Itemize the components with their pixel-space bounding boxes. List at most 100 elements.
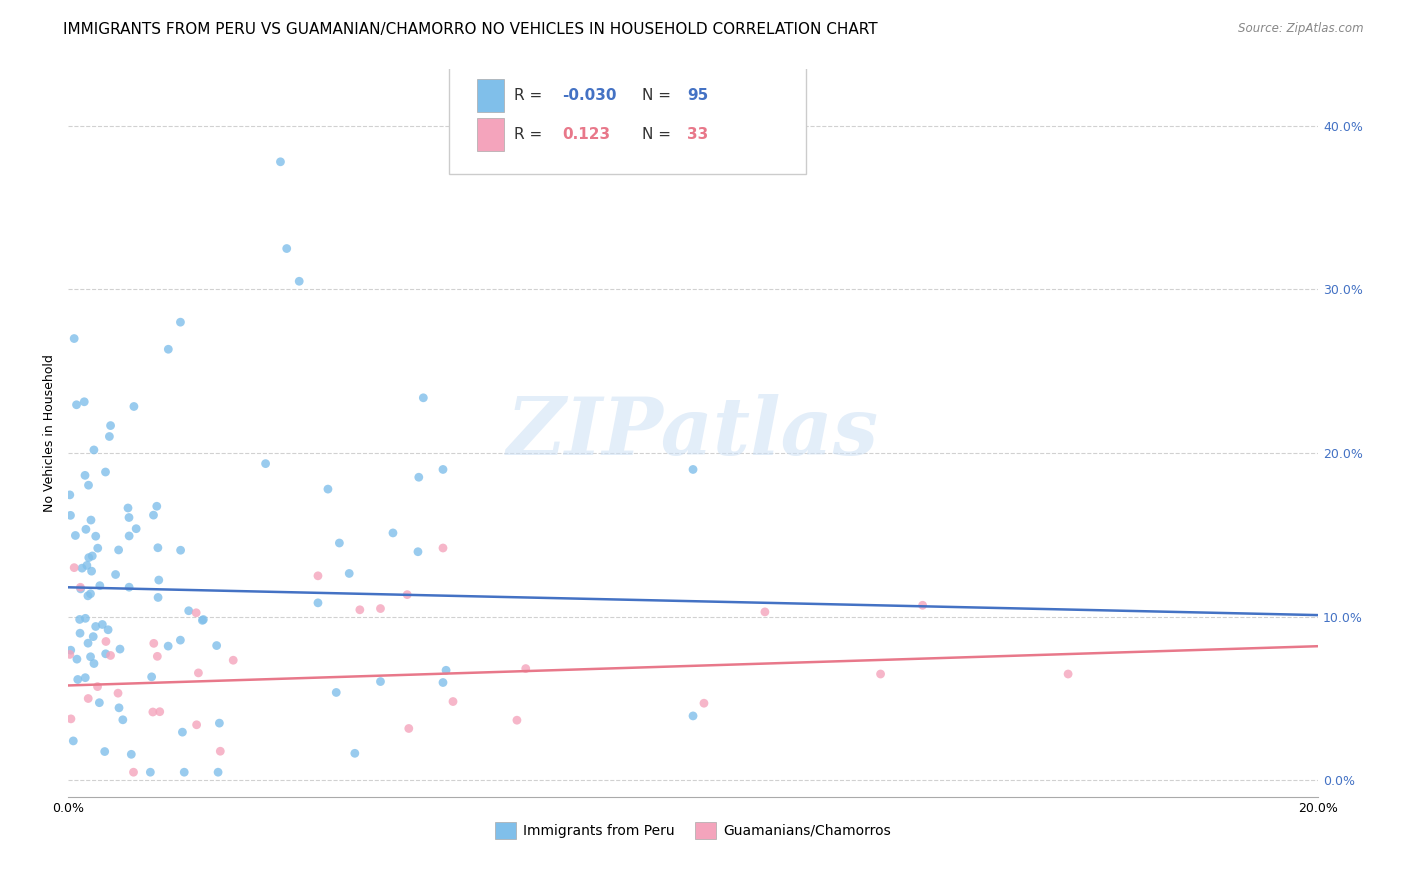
Point <box>89 696 111 710</box>
Point <box>157 343 180 357</box>
Point <box>75 522 97 536</box>
Point <box>328 536 350 550</box>
Point <box>343 747 366 761</box>
Point <box>515 662 537 676</box>
Point <box>65 398 87 412</box>
Point <box>169 315 191 329</box>
Point <box>325 685 347 699</box>
Point <box>122 765 145 780</box>
Point <box>59 643 82 657</box>
Point <box>186 606 208 620</box>
Text: 95: 95 <box>686 88 709 103</box>
Point <box>63 560 86 574</box>
Point <box>169 633 191 648</box>
Point <box>207 765 229 780</box>
Point <box>205 639 228 653</box>
Point <box>66 652 89 666</box>
Legend: Immigrants from Peru, Guamanians/Chamorros: Immigrants from Peru, Guamanians/Chamorr… <box>489 816 897 845</box>
Point <box>59 508 82 523</box>
Point <box>412 391 434 405</box>
Point <box>107 686 129 700</box>
Point <box>84 619 107 633</box>
Point <box>269 154 291 169</box>
Text: N =: N = <box>641 88 676 103</box>
Point <box>506 713 529 727</box>
Point <box>80 513 103 527</box>
Point <box>146 500 169 514</box>
Text: ZIPatlas: ZIPatlas <box>508 394 879 471</box>
Point <box>142 636 165 650</box>
Text: IMMIGRANTS FROM PERU VS GUAMANIAN/CHAMORRO NO VEHICLES IN HOUSEHOLD CORRELATION : IMMIGRANTS FROM PERU VS GUAMANIAN/CHAMOR… <box>63 22 877 37</box>
Point <box>83 442 105 457</box>
Point <box>93 745 115 759</box>
Point <box>70 561 93 575</box>
Point <box>434 663 457 677</box>
Point <box>62 734 84 748</box>
Point <box>288 274 311 288</box>
Point <box>79 649 101 664</box>
Point <box>107 543 129 558</box>
Point <box>191 613 214 627</box>
Point <box>117 500 139 515</box>
Point <box>173 765 195 780</box>
Point <box>77 691 100 706</box>
FancyBboxPatch shape <box>477 118 505 151</box>
Point <box>432 675 454 690</box>
Point <box>108 642 131 657</box>
Point <box>77 478 100 492</box>
Point <box>432 462 454 476</box>
Point <box>276 242 298 256</box>
Point <box>69 626 91 640</box>
Point <box>169 543 191 558</box>
Point <box>86 680 108 694</box>
Point <box>307 596 329 610</box>
Point <box>118 529 141 543</box>
Point <box>66 673 89 687</box>
Point <box>111 713 134 727</box>
Point <box>139 765 162 780</box>
Point <box>187 665 209 680</box>
Point <box>69 580 91 594</box>
Point <box>98 429 121 443</box>
Point <box>693 696 716 710</box>
Text: N =: N = <box>641 127 676 142</box>
Point <box>73 468 96 483</box>
Point <box>118 580 141 594</box>
Point <box>91 617 114 632</box>
Point <box>100 648 122 663</box>
Point <box>125 522 148 536</box>
Point <box>316 482 339 496</box>
Text: Source: ZipAtlas.com: Source: ZipAtlas.com <box>1239 22 1364 36</box>
Point <box>76 558 98 573</box>
Point <box>83 657 105 671</box>
Text: R =: R = <box>515 127 547 142</box>
Point <box>682 462 704 476</box>
Point <box>1057 667 1080 681</box>
Point <box>396 588 419 602</box>
Point <box>141 670 163 684</box>
Point <box>682 709 704 723</box>
Point <box>84 529 107 543</box>
Point <box>370 601 392 615</box>
Point <box>142 508 165 522</box>
Point <box>432 541 454 555</box>
Point <box>77 636 100 650</box>
Point <box>69 612 91 626</box>
Point <box>209 744 232 758</box>
Point <box>75 611 97 625</box>
Point <box>94 634 117 648</box>
Point <box>100 418 122 433</box>
Point <box>69 582 91 596</box>
Point <box>94 465 117 479</box>
Point <box>65 528 87 542</box>
Point <box>146 649 169 664</box>
Point <box>157 639 180 653</box>
Point <box>208 716 231 731</box>
Point <box>148 573 170 587</box>
Point <box>193 613 215 627</box>
Point <box>172 725 194 739</box>
FancyBboxPatch shape <box>450 65 806 174</box>
Point <box>441 694 464 708</box>
Text: -0.030: -0.030 <box>562 88 616 103</box>
Text: 33: 33 <box>686 127 709 142</box>
